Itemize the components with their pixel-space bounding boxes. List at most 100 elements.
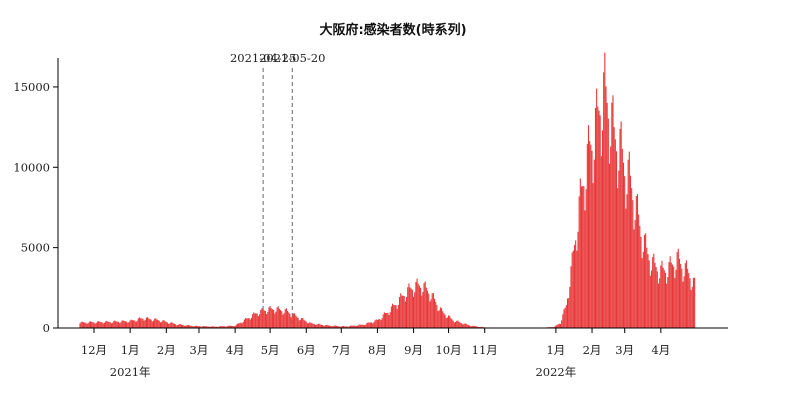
bar [633,229,635,328]
bar [366,323,368,328]
bar [453,322,455,328]
bar [463,324,465,328]
bar [565,305,567,328]
bar [317,323,319,328]
bar [611,102,613,328]
bar [285,308,287,328]
bar [429,301,431,328]
bar [689,278,691,328]
bar [127,322,129,328]
bar [206,326,208,328]
bar [250,317,252,328]
bar [592,183,594,328]
bar [301,318,303,328]
bar [559,323,562,328]
bar [267,312,269,328]
bar [274,313,276,328]
bar [365,324,367,328]
bar [393,305,395,328]
bar [315,324,317,328]
bar [646,247,648,328]
x-axis-ticks: 12月 1月 2月 3月 4月 5月 6月 7月 8月 9月 10月 11月 1月 2月 3月 4月 [81,328,670,357]
bar [678,258,681,328]
bar [667,276,669,328]
bar [292,313,294,328]
bar [144,319,146,328]
bar [299,319,301,328]
y-tick-label: 10000 [13,160,50,174]
bar [457,320,459,328]
bar [605,86,607,328]
bar [671,264,674,328]
bar [271,309,273,328]
bar [645,233,647,328]
bar [606,102,608,329]
bar [576,250,578,328]
bar [374,320,376,328]
bar [312,323,314,328]
bar [211,326,213,328]
bar [204,326,206,328]
bar [460,323,462,328]
bar [84,322,86,328]
bar [446,317,448,328]
bar [418,285,420,328]
bar [624,176,626,328]
bar [184,325,186,328]
bar [569,286,571,328]
bar [423,283,425,328]
bar [303,319,305,328]
bar [180,324,182,328]
bar [458,321,460,328]
y-axis-ticks: 0 5000 10000 15000 [13,80,58,335]
bar [264,311,266,328]
bar [422,292,424,328]
bar [589,141,591,328]
bar [318,323,320,328]
bar [81,321,83,328]
bar [449,315,451,328]
bar [362,324,364,328]
bar [241,323,243,328]
bar [473,325,475,328]
bar [284,309,286,328]
bar [89,321,92,328]
bar [130,319,132,328]
bar [190,325,192,328]
bar [412,296,415,328]
bar [612,95,614,328]
bar [126,321,128,328]
bar [357,325,359,328]
chart-title: 大阪府:感染者数(時系列) [319,22,466,38]
bar [158,320,160,328]
bar [164,321,166,328]
x-tick-label: 2月 [157,343,176,357]
bar [140,318,142,328]
bar [596,88,598,328]
bar [98,321,100,328]
bar [382,314,384,328]
bar [621,148,623,328]
bar [682,281,684,328]
bar [128,322,130,328]
bar [197,326,199,328]
bar [583,186,585,328]
bar [169,323,171,328]
bar [407,287,409,328]
bar [296,316,298,328]
bar [236,323,238,328]
bar [464,323,466,328]
bar [322,325,324,328]
bar [234,326,236,328]
bar [345,326,347,328]
bar [634,219,636,328]
bar [414,292,416,328]
bar [675,269,677,328]
bar [187,325,189,328]
bar [282,314,284,328]
bar [674,277,676,328]
bar [642,251,644,328]
bar [121,320,123,328]
x-tick-label: 2月 [583,343,602,357]
